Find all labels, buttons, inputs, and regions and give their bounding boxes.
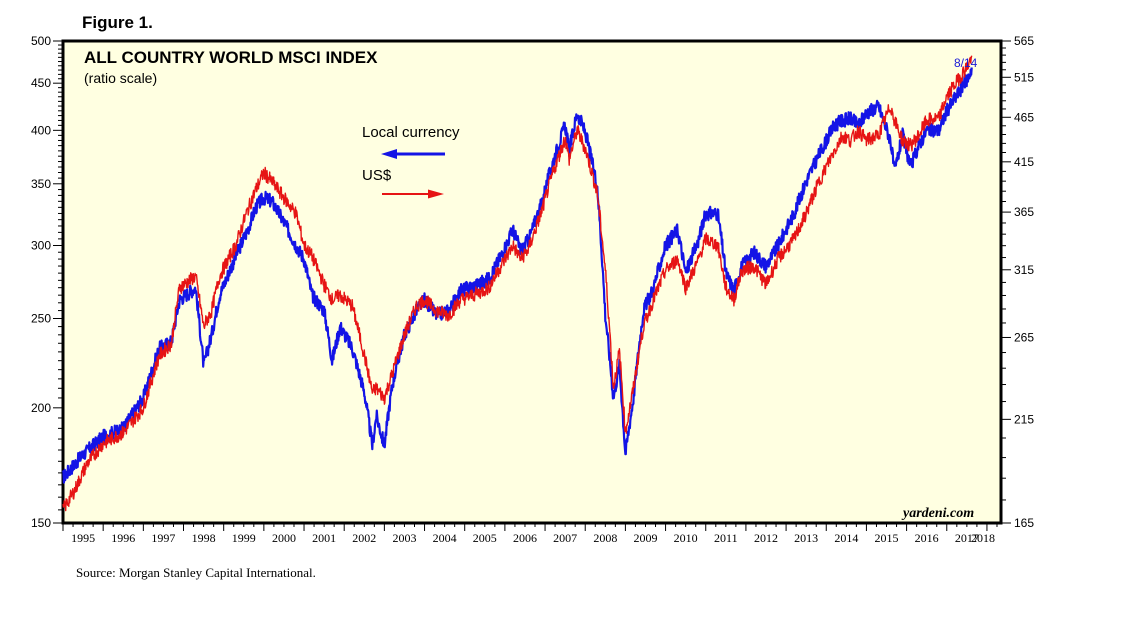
chart-subtitle: (ratio scale) <box>84 70 157 86</box>
x-tick-label: 2012 <box>754 531 778 545</box>
left-tick-label: 250 <box>31 311 51 325</box>
x-tick-label: 2005 <box>473 531 497 545</box>
left-tick-label: 300 <box>31 239 51 253</box>
right-axis: 165 215 265 315 365 415 465 515 565 <box>1001 34 1034 530</box>
x-axis: 1995 1996 1997 1998 1999 2000 2001 2002 2003 2004… <box>62 523 998 545</box>
legend-arrow-right-icon <box>382 189 444 199</box>
x-tick-label: 2007 <box>553 531 577 545</box>
x-tick-label: 2017 <box>955 531 979 545</box>
x-tick-label: 1998 <box>192 531 216 545</box>
x-tick-label: 2015 <box>875 531 899 545</box>
x-tick-label: 2003 <box>392 531 416 545</box>
series-line-us- <box>62 55 973 512</box>
x-tick-label: 2002 <box>352 531 376 545</box>
right-tick-label: 315 <box>1014 263 1034 277</box>
x-tick-label: 2011 <box>714 531 738 545</box>
x-tick-label: 2006 <box>513 531 537 545</box>
legend-label-usd: US$ <box>362 167 392 184</box>
figure-label: Figure 1. <box>82 13 153 32</box>
x-tick-label: 2014 <box>834 531 858 545</box>
left-tick-label: 350 <box>31 177 51 191</box>
left-tick-label: 400 <box>31 123 51 137</box>
right-tick-label: 415 <box>1014 155 1034 169</box>
chart-title: ALL COUNTRY WORLD MSCI INDEX <box>84 48 378 67</box>
x-tick-label: 2008 <box>593 531 617 545</box>
x-tick-label: 2000 <box>272 531 296 545</box>
x-tick-label: 2001 <box>312 531 336 545</box>
x-tick-label: 1996 <box>111 531 135 545</box>
end-date-annotation: 8/14 <box>954 56 978 70</box>
x-tick-label: 2013 <box>794 531 818 545</box>
brand-watermark: yardeni.com <box>901 506 974 521</box>
x-tick-label: 2004 <box>433 531 457 545</box>
right-tick-label: 165 <box>1014 516 1034 530</box>
x-tick-label: 2009 <box>633 531 657 545</box>
right-tick-label: 515 <box>1014 70 1034 84</box>
left-tick-label: 450 <box>31 76 51 90</box>
x-tick-label: 1999 <box>232 531 256 545</box>
right-tick-label: 465 <box>1014 110 1034 124</box>
legend-label-local: Local currency <box>362 124 460 141</box>
left-tick-label: 500 <box>31 34 51 48</box>
right-tick-label: 565 <box>1014 34 1034 48</box>
x-tick-label: 2010 <box>674 531 698 545</box>
source-note: Source: Morgan Stanley Capital Internati… <box>76 565 316 580</box>
x-tick-label: 2016 <box>915 531 939 545</box>
left-tick-label: 200 <box>31 401 51 415</box>
x-tick-label: 1997 <box>151 531 175 545</box>
x-tick-label: 1995 <box>71 531 95 545</box>
plot-background <box>61 39 1003 525</box>
left-axis: 150 200 250 300 350 400 450 500 <box>31 34 63 530</box>
series-line-local-currency <box>61 67 973 484</box>
x-tick-label: 2018 <box>971 531 995 545</box>
right-tick-label: 215 <box>1014 412 1034 426</box>
left-tick-label: 150 <box>31 516 51 530</box>
right-tick-label: 265 <box>1014 330 1034 344</box>
legend-arrow-left-icon <box>381 149 445 159</box>
right-tick-label: 365 <box>1014 205 1034 219</box>
series-layer <box>61 55 973 512</box>
